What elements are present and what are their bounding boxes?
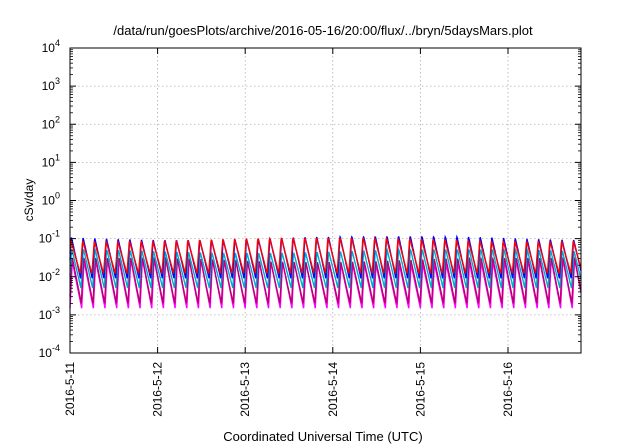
series-line: [69, 256, 582, 304]
series-layer: [69, 234, 582, 309]
x-axis-ticks: 2016-5-11 2016-5-12 2016-5-13 2016-5-14 2016…: [63, 48, 515, 417]
y-tick-label: 104: [42, 38, 60, 55]
x-tick-label: 2016-5-15: [413, 362, 427, 417]
grid: [69, 48, 581, 353]
x-tick-label: 2016-5-16: [501, 362, 515, 417]
x-tick-label: 2016-5-11: [63, 362, 77, 416]
y-tick-label: 10-2: [39, 267, 60, 284]
x-tick-label: 2016-5-12: [151, 362, 165, 417]
y-tick-label: 100: [42, 191, 60, 208]
x-axis-label: Coordinated Universal Time (UTC): [223, 429, 422, 444]
x-tick-label: 2016-5-14: [326, 362, 340, 417]
chart-title: /data/run/goesPlots/archive/2016-05-16/2…: [113, 23, 533, 38]
y-tick-label: 10-1: [39, 229, 60, 246]
y-tick-label: 102: [42, 114, 60, 131]
y-tick-label: 10-4: [39, 343, 60, 360]
y-axis-label: cSv/day: [22, 179, 36, 222]
y-tick-label: 10-3: [39, 305, 60, 322]
y-tick-label: 101: [42, 152, 60, 169]
y-axis-ticks: 10-4 10-3 10-2 10-1 100 101 102 103 104: [39, 38, 581, 360]
series-line: [69, 247, 582, 289]
series-line: [69, 236, 582, 274]
y-tick-label: 103: [42, 76, 60, 93]
x-tick-label: 2016-5-13: [238, 362, 252, 417]
